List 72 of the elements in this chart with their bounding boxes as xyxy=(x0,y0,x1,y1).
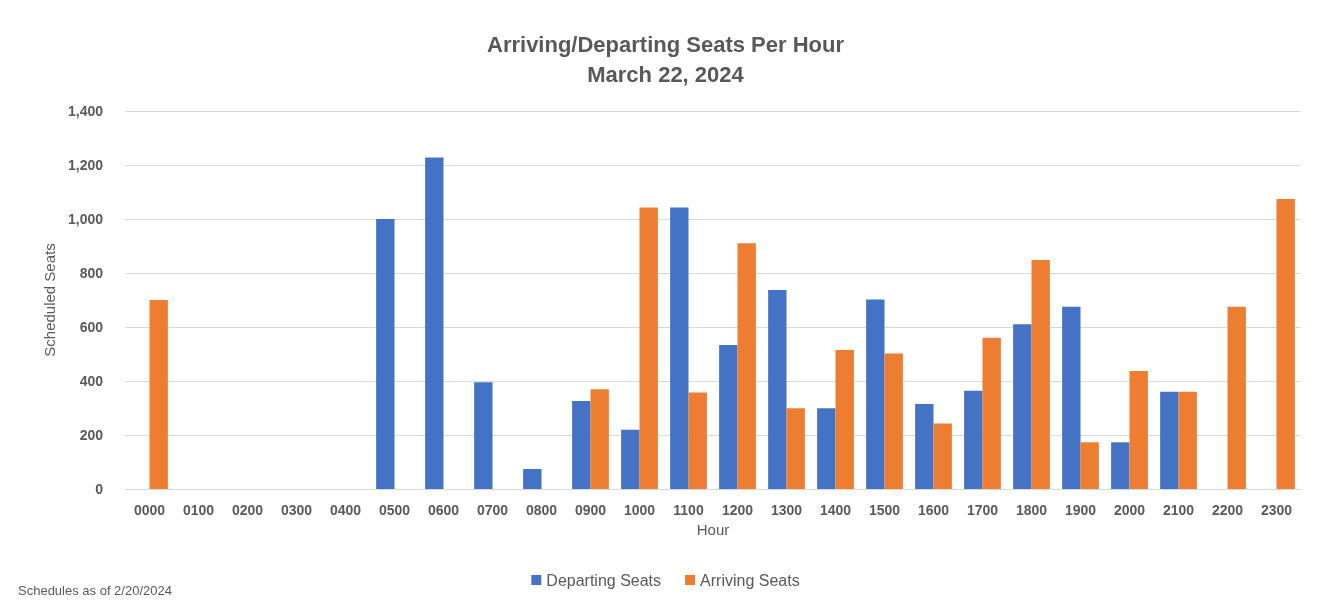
x-tick-label: 0500 xyxy=(378,502,411,518)
bar xyxy=(933,423,952,489)
bar xyxy=(425,157,444,489)
bar xyxy=(817,408,836,489)
x-tick-label: 2300 xyxy=(1260,502,1293,518)
y-tick-label: 800 xyxy=(79,265,104,281)
chart-title: Arriving/Departing Seats Per Hour xyxy=(487,31,845,57)
x-tick-label: 0100 xyxy=(182,502,215,518)
x-tick-label: 1500 xyxy=(868,502,901,518)
bar xyxy=(964,390,983,489)
x-axis-title: Hour xyxy=(696,520,730,538)
bar xyxy=(621,429,640,489)
x-tick-label: 0300 xyxy=(280,502,313,518)
bar xyxy=(1080,442,1099,489)
x-tick-label: 1600 xyxy=(917,502,950,518)
bar xyxy=(670,207,689,489)
bar xyxy=(884,353,903,489)
bar xyxy=(866,299,885,489)
x-tick-label: 0600 xyxy=(427,502,460,518)
bar xyxy=(639,207,658,489)
x-tick-label: 0000 xyxy=(133,502,166,518)
x-tick-label: 2100 xyxy=(1162,502,1195,518)
x-tick-label: 1400 xyxy=(819,502,852,518)
y-tick-label: 0 xyxy=(95,481,104,497)
y-tick-label: 1,400 xyxy=(67,103,104,119)
bar xyxy=(835,349,854,489)
y-tick-label: 1,000 xyxy=(67,211,104,227)
chart-subtitle: March 22, 2024 xyxy=(587,61,745,87)
bar xyxy=(1178,391,1197,489)
bar xyxy=(1227,306,1246,489)
bar xyxy=(1111,442,1130,489)
bar xyxy=(523,469,542,489)
x-tick-label: 0700 xyxy=(476,502,509,518)
bar xyxy=(768,290,787,489)
legend-label: Departing Seats xyxy=(546,571,662,589)
y-tick-label: 200 xyxy=(79,427,104,443)
x-tick-label: 0900 xyxy=(574,502,607,518)
x-tick-label: 2200 xyxy=(1211,502,1244,518)
bar xyxy=(737,243,756,489)
x-tick-label: 1200 xyxy=(721,502,754,518)
x-tick-label: 1000 xyxy=(623,502,656,518)
legend-label: Arriving Seats xyxy=(700,571,800,589)
text: Schedules as of 2/20/2024 xyxy=(18,583,172,598)
bar xyxy=(1013,324,1032,489)
bar xyxy=(590,389,609,489)
bar xyxy=(572,400,591,489)
bar xyxy=(1031,260,1050,489)
bar xyxy=(1062,306,1081,489)
bar xyxy=(474,382,493,489)
x-tick-label: 0400 xyxy=(329,502,362,518)
bar xyxy=(688,392,707,489)
x-tick-label: 1900 xyxy=(1064,502,1097,518)
x-tick-label: 1300 xyxy=(770,502,803,518)
bar xyxy=(719,345,738,489)
y-tick-label: 600 xyxy=(79,319,104,335)
bar xyxy=(1160,391,1179,489)
bar xyxy=(149,300,168,489)
y-tick-label: 400 xyxy=(79,373,104,389)
x-tick-label: 1100 xyxy=(673,502,704,518)
bar xyxy=(1276,199,1295,489)
x-tick-label: 2000 xyxy=(1113,502,1146,518)
y-axis-title: Scheduled Seats xyxy=(41,243,59,357)
x-tick-label: 0800 xyxy=(525,502,558,518)
x-tick-label: 1700 xyxy=(966,502,999,518)
bar xyxy=(915,403,934,489)
bar xyxy=(1129,371,1148,489)
x-tick-label: 0200 xyxy=(231,502,264,518)
y-tick-label: 1,200 xyxy=(67,157,104,173)
bar xyxy=(376,219,395,489)
x-tick-label: 1800 xyxy=(1015,502,1048,518)
bar xyxy=(982,337,1001,489)
bar xyxy=(786,408,805,489)
